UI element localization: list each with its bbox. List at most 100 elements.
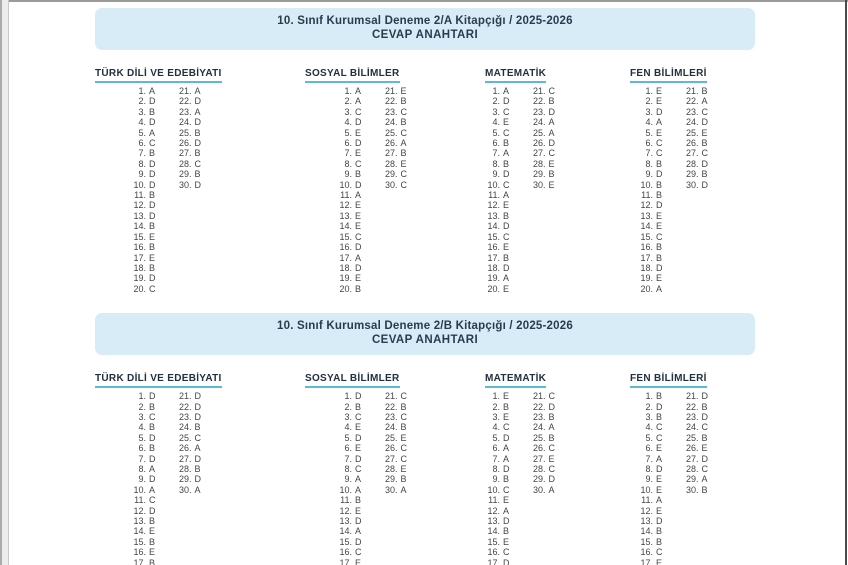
answer-letter: E — [400, 463, 407, 474]
answer-entry: 1. D — [125, 391, 155, 401]
question-number: 3. — [645, 106, 653, 117]
answer-letter: B — [149, 221, 156, 232]
answer-entry: 21. D — [678, 391, 708, 402]
answer-entry: 24. A — [525, 117, 556, 127]
answer-letter: D — [548, 138, 556, 149]
answer-entry: 5. D — [479, 433, 509, 443]
question-number: 10. — [133, 179, 146, 190]
answer-entry: 14. B — [125, 221, 156, 231]
answer-letter: E — [355, 443, 362, 454]
answer-letter: D — [355, 262, 362, 273]
question-number: 21. — [532, 391, 546, 402]
answer-letter: E — [355, 422, 362, 433]
answer-entry: 27. B — [377, 148, 408, 158]
question-number: 14. — [133, 526, 146, 537]
question-number: 18. — [487, 262, 500, 273]
answer-letter: D — [355, 432, 362, 443]
answer-letter: B — [400, 117, 407, 128]
question-number: 20. — [133, 283, 146, 294]
question-number: 15. — [640, 536, 653, 547]
question-number: 29. — [685, 169, 699, 180]
answer-entry: 13. E — [331, 211, 362, 221]
question-number: 21. — [685, 391, 699, 402]
question-number: 10. — [133, 484, 146, 495]
question-number: 6. — [492, 138, 500, 149]
answer-letter: D — [656, 200, 663, 211]
answer-letter: D — [149, 96, 156, 107]
answer-letter: A — [355, 96, 362, 107]
answer-entry: 11. E — [479, 495, 510, 505]
question-number: 28. — [532, 463, 546, 474]
answer-entry: 12. D — [125, 506, 155, 516]
answer-entry: 1. E — [479, 391, 510, 401]
question-number: 18. — [133, 262, 146, 273]
question-number: 14. — [339, 221, 352, 232]
answer-letter: A — [503, 273, 510, 284]
answer-entry: 8. D — [125, 159, 155, 169]
answer-letter: E — [548, 453, 555, 464]
answer-entry: 17. D — [479, 558, 509, 565]
answer-letter: A — [149, 463, 156, 474]
answer-letter: B — [149, 422, 156, 433]
subject-title: SOSYAL BİLİMLER — [305, 68, 400, 83]
answer-letter: E — [656, 505, 663, 516]
answer-letter: C — [355, 463, 362, 474]
answer-entry: 5. E — [632, 128, 663, 138]
answer-entry: 28. E — [377, 464, 408, 474]
answer-entry: 30. B — [678, 485, 709, 495]
answer-entry: 12. A — [479, 506, 510, 516]
answer-entry: 8. C — [331, 463, 362, 474]
question-number: 5. — [344, 127, 352, 138]
question-number: 4. — [492, 117, 500, 128]
answer-entry: 8. D — [632, 464, 662, 474]
question-number: 27. — [178, 453, 192, 464]
answer-entry: 20. C — [125, 283, 155, 294]
answer-entry: 21. B — [678, 86, 709, 96]
answer-entry: 4. B — [125, 422, 156, 432]
question-number: 7. — [492, 148, 500, 159]
section-subtitle: CEVAP ANAHTARI — [371, 334, 479, 347]
answer-letter: A — [701, 96, 708, 107]
question-number: 22. — [532, 401, 546, 412]
subject-column: TÜRK DİLİ VE EDEBİYATI 1. A 2. D 3. B 4. D 5. A 6. C… — [95, 63, 305, 294]
answer-entry: 6. D — [331, 138, 361, 148]
answer-entry: 10. D — [331, 180, 361, 190]
answer-list: 21. A 22. D 23. A 24. D 25. B 26. D 27. B 28. C 29. B 30. D — [171, 86, 202, 294]
answer-letter: B — [149, 401, 156, 412]
answer-entry: 30. D — [171, 180, 201, 190]
answer-letter: C — [656, 547, 663, 558]
answer-entry: 22. B — [377, 96, 408, 106]
answer-entry: 28. C — [678, 464, 708, 474]
answer-letter: B — [149, 262, 156, 273]
answer-entry: 27. C — [377, 454, 407, 464]
answer-entry: 17. E — [331, 558, 362, 565]
answer-letter: D — [355, 516, 362, 526]
answer-letter: E — [656, 221, 663, 232]
answer-letter: B — [149, 443, 156, 454]
answer-entry: 11. B — [632, 190, 663, 200]
answer-letter: A — [503, 443, 510, 454]
question-number: 11. — [340, 190, 352, 201]
question-number: 1. — [138, 86, 146, 96]
answer-entry: 24. C — [678, 422, 708, 432]
answer-letter: B — [400, 96, 407, 107]
question-number: 24. — [532, 422, 546, 433]
question-number: 29. — [532, 474, 546, 485]
question-number: 4. — [138, 422, 146, 433]
question-number: 19. — [339, 273, 352, 284]
answer-entry: 12. D — [632, 200, 663, 211]
answer-entry: 30. E — [525, 180, 556, 190]
question-number: 30. — [384, 179, 398, 190]
answer-letter: A — [656, 453, 663, 464]
answer-entry: 2. E — [632, 96, 663, 106]
answer-entry: 3. B — [632, 412, 663, 422]
answer-letter: D — [701, 117, 709, 128]
question-number: 27. — [532, 148, 546, 159]
answer-letter: B — [149, 148, 156, 159]
question-number: 1. — [492, 391, 500, 402]
answer-letter: A — [355, 86, 362, 96]
answer-entry: 5. C — [479, 128, 509, 138]
answer-entry: 7. B — [125, 148, 156, 158]
answer-letter: D — [194, 138, 202, 149]
